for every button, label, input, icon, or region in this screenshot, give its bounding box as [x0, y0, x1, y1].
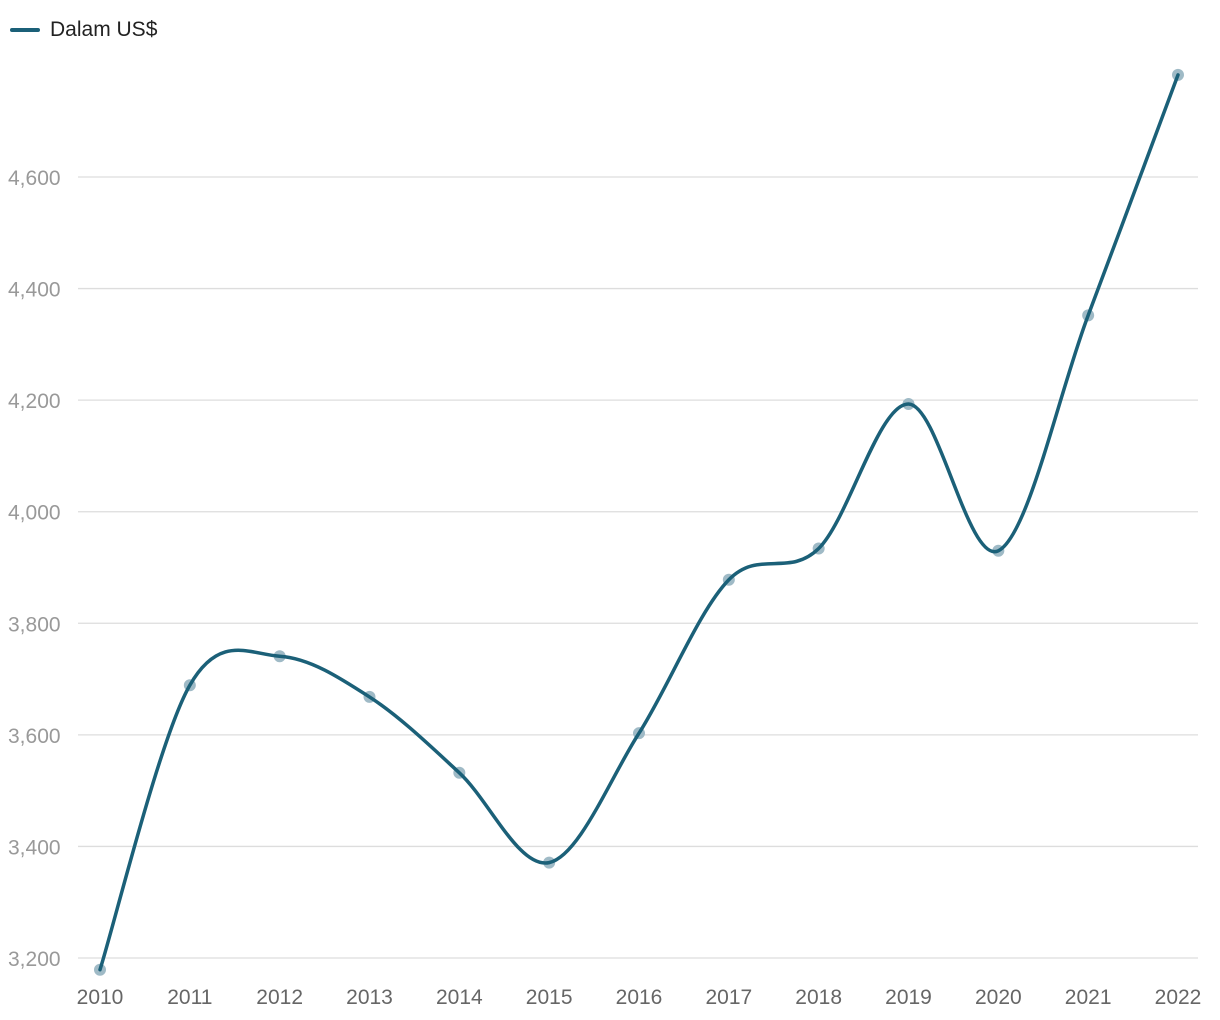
legend-swatch: [10, 28, 40, 32]
x-tick-label: 2016: [616, 986, 663, 1009]
x-tick-label: 2010: [77, 986, 124, 1009]
x-tick-label: 2017: [705, 986, 752, 1009]
y-tick-label: 4,000: [8, 502, 61, 525]
x-tick-label: 2019: [885, 986, 932, 1009]
y-tick-label: 3,400: [8, 836, 61, 859]
chart-legend: Dalam US$: [10, 18, 157, 42]
legend-label: Dalam US$: [50, 18, 158, 41]
x-tick-label: 2012: [256, 986, 303, 1009]
x-tick-label: 2020: [975, 986, 1022, 1009]
y-tick-label: 3,800: [8, 613, 61, 636]
y-tick-label: 3,600: [8, 725, 61, 748]
x-tick-label: 2018: [795, 986, 842, 1009]
x-tick-label: 2011: [167, 986, 212, 1009]
y-tick-label: 3,200: [8, 948, 61, 971]
y-tick-label: 4,200: [8, 390, 61, 413]
x-tick-label: 2021: [1065, 986, 1112, 1009]
x-tick-label: 2013: [346, 986, 393, 1009]
y-tick-label: 4,600: [8, 167, 61, 190]
x-tick-label: 2022: [1155, 986, 1202, 1009]
x-tick-label: 2014: [436, 986, 483, 1009]
x-tick-label: 2015: [526, 986, 573, 1009]
series-line: [98, 73, 1180, 972]
y-tick-label: 4,400: [8, 279, 61, 302]
